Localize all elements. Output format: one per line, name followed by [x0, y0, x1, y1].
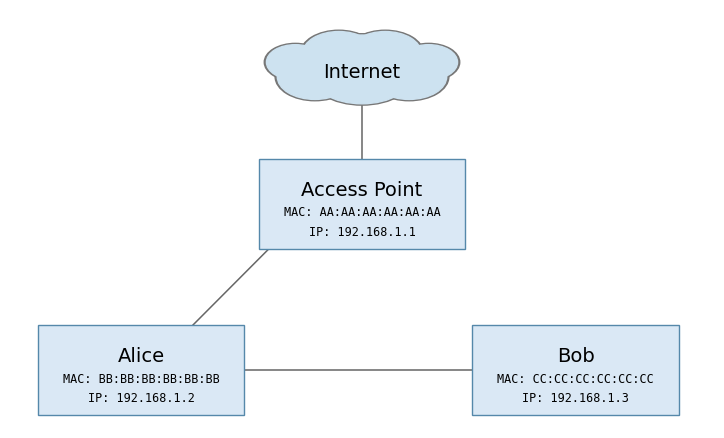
Circle shape	[310, 41, 414, 104]
FancyBboxPatch shape	[259, 159, 466, 248]
Text: Alice: Alice	[117, 347, 165, 366]
Circle shape	[266, 45, 324, 80]
Text: IP: 192.168.1.1: IP: 192.168.1.1	[308, 226, 416, 239]
Circle shape	[303, 32, 375, 75]
Text: MAC: AA:AA:AA:AA:AA:AA: MAC: AA:AA:AA:AA:AA:AA	[284, 206, 440, 219]
Circle shape	[308, 39, 416, 105]
Text: Access Point: Access Point	[301, 181, 423, 200]
Text: IP: 192.168.1.2: IP: 192.168.1.2	[88, 392, 195, 405]
FancyBboxPatch shape	[473, 325, 679, 415]
Circle shape	[347, 30, 424, 77]
Text: Internet: Internet	[324, 63, 400, 82]
Text: MAC: CC:CC:CC:CC:CC:CC: MAC: CC:CC:CC:CC:CC:CC	[497, 373, 654, 385]
Circle shape	[369, 53, 449, 101]
Circle shape	[400, 45, 458, 80]
Circle shape	[329, 35, 395, 74]
Circle shape	[397, 43, 460, 81]
Circle shape	[277, 54, 353, 99]
Circle shape	[371, 54, 447, 99]
FancyBboxPatch shape	[38, 325, 245, 415]
Text: IP: 192.168.1.3: IP: 192.168.1.3	[522, 392, 629, 405]
Circle shape	[275, 53, 355, 101]
Circle shape	[349, 32, 421, 75]
Circle shape	[264, 43, 327, 81]
Text: MAC: BB:BB:BB:BB:BB:BB: MAC: BB:BB:BB:BB:BB:BB	[63, 373, 219, 385]
Circle shape	[327, 34, 397, 76]
Text: Bob: Bob	[557, 347, 594, 366]
Circle shape	[300, 30, 377, 77]
